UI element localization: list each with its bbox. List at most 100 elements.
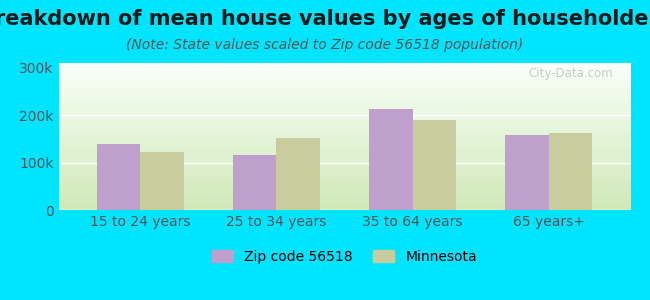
Bar — [58, 162, 630, 163]
Bar — [58, 118, 630, 119]
Bar — [58, 199, 630, 200]
Bar — [58, 198, 630, 199]
Bar — [58, 66, 630, 67]
Bar — [58, 130, 630, 131]
Bar — [58, 193, 630, 194]
Bar — [58, 133, 630, 134]
Bar — [58, 95, 630, 96]
Bar — [58, 174, 630, 175]
Bar — [58, 158, 630, 159]
Bar — [58, 164, 630, 165]
Bar — [58, 170, 630, 171]
Bar — [58, 190, 630, 191]
Bar — [58, 65, 630, 66]
Bar — [58, 156, 630, 157]
Bar — [58, 77, 630, 78]
Bar — [58, 91, 630, 92]
Bar — [58, 143, 630, 144]
Bar — [58, 64, 630, 65]
Bar — [58, 116, 630, 117]
Bar — [58, 122, 630, 123]
Bar — [58, 194, 630, 195]
Bar — [58, 205, 630, 206]
Bar — [58, 150, 630, 151]
Bar — [58, 141, 630, 142]
Bar — [58, 149, 630, 150]
Bar — [58, 68, 630, 69]
Bar — [58, 204, 630, 205]
Bar — [58, 154, 630, 155]
Bar — [58, 134, 630, 135]
Bar — [58, 111, 630, 112]
Bar — [58, 206, 630, 207]
Bar — [58, 178, 630, 179]
Text: City-Data.com: City-Data.com — [528, 68, 614, 80]
Bar — [58, 151, 630, 152]
Bar — [58, 153, 630, 154]
Bar — [58, 105, 630, 106]
Bar — [58, 80, 630, 81]
Bar — [58, 152, 630, 153]
Bar — [369, 110, 413, 210]
Bar — [58, 123, 630, 124]
Bar — [58, 189, 630, 190]
Bar — [58, 104, 630, 105]
Bar — [58, 142, 630, 143]
Bar — [58, 163, 630, 164]
Bar — [58, 92, 630, 93]
Bar — [58, 167, 630, 168]
Bar — [58, 168, 630, 169]
Bar — [58, 179, 630, 180]
Bar — [58, 72, 630, 73]
Bar — [58, 114, 630, 115]
Bar — [58, 208, 630, 209]
Bar — [58, 69, 630, 70]
Bar — [58, 71, 630, 72]
Bar — [58, 74, 630, 75]
Bar — [58, 128, 630, 129]
Bar — [58, 120, 630, 121]
Bar — [58, 195, 630, 196]
Bar — [58, 140, 630, 141]
Bar — [58, 160, 630, 161]
Bar — [276, 138, 320, 210]
Bar — [58, 203, 630, 204]
Bar — [58, 148, 630, 149]
Bar — [58, 78, 630, 79]
Bar — [58, 88, 630, 89]
Bar — [58, 184, 630, 185]
Bar — [58, 75, 630, 76]
Bar — [58, 181, 630, 182]
Bar — [58, 185, 630, 186]
Text: Breakdown of mean house values by ages of householders: Breakdown of mean house values by ages o… — [0, 9, 650, 29]
Bar — [58, 145, 630, 146]
Bar — [58, 67, 630, 68]
Bar — [549, 133, 592, 210]
Bar — [58, 159, 630, 160]
Bar — [58, 115, 630, 116]
Bar — [58, 84, 630, 85]
Bar — [140, 152, 184, 210]
Bar — [58, 93, 630, 94]
Bar — [58, 196, 630, 197]
Bar — [58, 197, 630, 198]
Bar — [58, 139, 630, 140]
Bar — [58, 89, 630, 90]
Bar — [58, 135, 630, 136]
Bar — [58, 63, 630, 64]
Bar — [58, 86, 630, 87]
Bar — [58, 129, 630, 130]
Bar — [58, 171, 630, 172]
Bar — [58, 144, 630, 145]
Bar — [58, 188, 630, 189]
Bar — [233, 155, 276, 210]
Bar — [58, 165, 630, 166]
Bar — [58, 79, 630, 80]
Legend: Zip code 56518, Minnesota: Zip code 56518, Minnesota — [207, 244, 482, 269]
Bar — [58, 138, 630, 139]
Bar — [58, 191, 630, 192]
Bar — [58, 96, 630, 97]
Bar — [58, 121, 630, 122]
Bar — [58, 73, 630, 74]
Bar — [58, 125, 630, 126]
